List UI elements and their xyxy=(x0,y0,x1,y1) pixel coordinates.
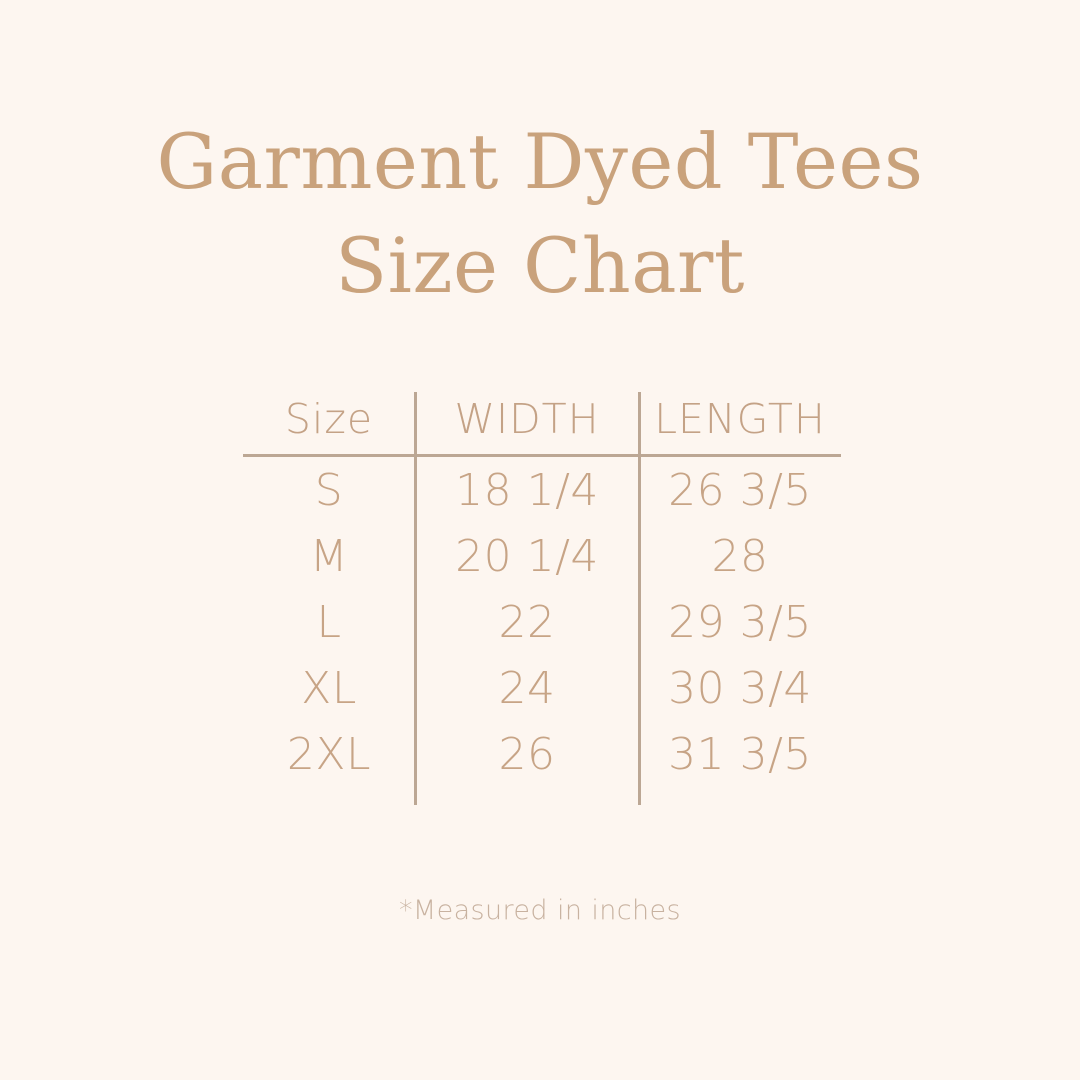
column-divider-1 xyxy=(414,392,417,805)
table-row: S 18 1/4 26 3/5 xyxy=(243,457,841,523)
cell-size: L xyxy=(316,596,342,648)
cell-size: S xyxy=(314,464,344,516)
header-divider xyxy=(243,454,841,457)
column-header-width: WIDTH xyxy=(454,395,600,443)
cell-width: 24 xyxy=(498,662,556,714)
cell-length: 29 3/5 xyxy=(668,596,812,648)
cell-size: M xyxy=(309,530,349,582)
cell-size: 2XL xyxy=(286,728,372,780)
cell-width: 22 xyxy=(498,596,556,648)
cell-length: 30 3/4 xyxy=(668,662,812,714)
cell-size: XL xyxy=(301,662,357,714)
table-body: S 18 1/4 26 3/5 M 20 1/4 28 L 22 29 3/5 … xyxy=(243,457,841,787)
table-row: L 22 29 3/5 xyxy=(243,589,841,655)
table-header-row: Size WIDTH LENGTH xyxy=(243,384,841,454)
cell-width: 26 xyxy=(498,728,556,780)
column-header-length: LENGTH xyxy=(654,395,826,443)
table-row: XL 24 30 3/4 xyxy=(243,655,841,721)
column-header-size: Size xyxy=(284,395,374,443)
table-row: 2XL 26 31 3/5 xyxy=(243,721,841,787)
title-line-2: Size Chart xyxy=(335,221,745,310)
title-line-1: Garment Dyed Tees xyxy=(156,117,924,206)
cell-length: 31 3/5 xyxy=(668,728,812,780)
cell-length: 28 xyxy=(711,530,769,582)
cell-width: 18 1/4 xyxy=(455,464,599,516)
size-chart-table: Size WIDTH LENGTH S 18 1/4 26 3/5 M 20 1… xyxy=(243,384,841,806)
page-title: Garment Dyed Tees Size Chart xyxy=(0,110,1080,318)
column-divider-2 xyxy=(638,392,641,805)
table-row: M 20 1/4 28 xyxy=(243,523,841,589)
measurement-note: *Measured in inches xyxy=(398,895,682,926)
table-grid: Size WIDTH LENGTH S 18 1/4 26 3/5 M 20 1… xyxy=(243,384,841,806)
cell-length: 26 3/5 xyxy=(668,464,812,516)
cell-width: 20 1/4 xyxy=(455,530,599,582)
